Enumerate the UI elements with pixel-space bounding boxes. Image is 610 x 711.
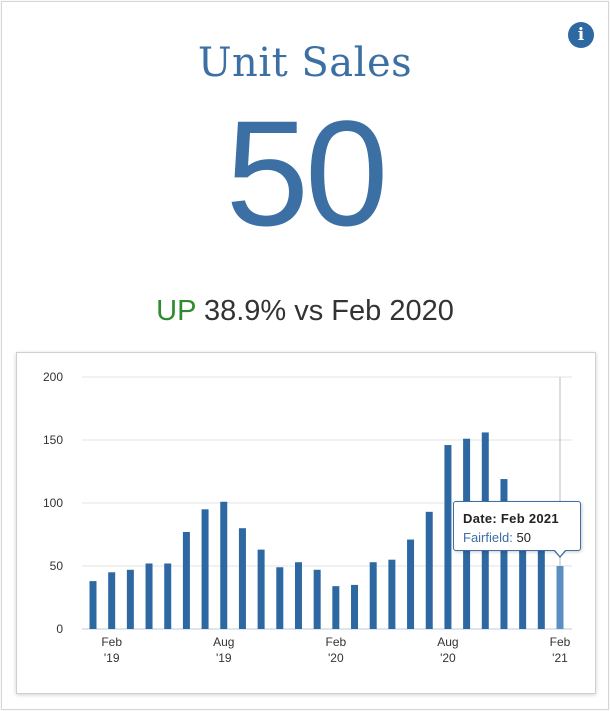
x-tick-label-0-month: Feb	[101, 635, 122, 649]
kpi-value: 50	[225, 89, 389, 257]
tooltip-value: 50	[516, 530, 531, 545]
bar-12	[313, 569, 321, 629]
bar-0	[89, 581, 97, 629]
bar-18	[425, 511, 433, 629]
x-tick-label-1-month: Aug	[213, 635, 234, 649]
bar-5	[182, 531, 190, 629]
x-tick-label-3-month: Aug	[437, 635, 458, 649]
bar-2	[126, 569, 134, 629]
x-tick-label-1-year: '19	[216, 651, 232, 665]
tooltip-date: Date: Feb 2021	[463, 511, 559, 526]
x-tick-label-3-year: '20	[440, 651, 456, 665]
x-tick-label-2-year: '20	[328, 651, 344, 665]
bar-25	[556, 566, 564, 629]
bar-4	[164, 563, 172, 629]
bar-10	[276, 567, 284, 629]
bar-7	[220, 501, 228, 629]
bar-13	[332, 586, 340, 629]
bar-9	[257, 549, 265, 629]
bar-11	[294, 562, 302, 629]
tooltip-series: Fairfield:	[463, 530, 513, 545]
bar-22	[500, 479, 508, 629]
bar-19	[444, 445, 452, 629]
y-tick-label-50: 50	[50, 559, 64, 573]
bar-16	[388, 559, 396, 629]
bar-3	[145, 563, 153, 629]
bar-15	[369, 562, 377, 629]
info-icon[interactable]: i	[568, 22, 594, 48]
x-tick-label-4-year: '21	[552, 651, 568, 665]
bar-24	[537, 530, 545, 629]
y-tick-label-0: 0	[56, 622, 63, 636]
bar-14	[351, 584, 359, 629]
info-glyph: i	[577, 25, 585, 45]
widget-title: Unit Sales	[197, 40, 413, 86]
bar-17	[407, 539, 415, 629]
change-direction: UP	[156, 295, 196, 327]
chart-tooltip: Date: Feb 2021 Fairfield: 50	[453, 501, 581, 551]
bar-8	[238, 528, 246, 629]
x-tick-label-4-month: Feb	[550, 635, 571, 649]
bar-1	[108, 572, 116, 629]
y-tick-label-100: 100	[43, 496, 63, 510]
bar-6	[201, 509, 209, 629]
sales-chart: 0 50 100 150 200 Feb '19 Aug '19 Feb '20 Aug '20 Feb '…	[16, 352, 596, 694]
bar-23	[519, 509, 527, 629]
change-text: 38.9% vs Feb 2020	[203, 295, 454, 327]
tooltip-pointer-fill	[554, 549, 566, 556]
change-summary: UP 38.9% vs Feb 2020	[2, 295, 608, 328]
y-tick-label-200: 200	[43, 370, 63, 384]
x-tick-label-2-month: Feb	[325, 635, 346, 649]
x-tick-label-0-year: '19	[104, 651, 120, 665]
y-tick-label-150: 150	[43, 433, 63, 447]
